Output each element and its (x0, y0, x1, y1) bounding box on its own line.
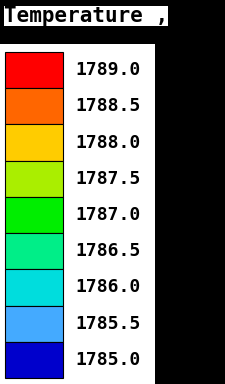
Bar (5, 124, 63, 161)
Bar (5, 161, 63, 197)
Bar (5, 233, 63, 269)
Bar (5, 342, 63, 378)
Text: 1789.0: 1789.0 (75, 61, 140, 79)
Text: 1787.0: 1787.0 (75, 206, 140, 224)
Bar (5, 52, 63, 88)
Bar (5, 88, 63, 124)
Text: 1785.5: 1785.5 (75, 314, 140, 333)
Bar (5, 197, 63, 233)
Text: 1788.5: 1788.5 (75, 97, 140, 115)
Bar (5, 269, 63, 306)
Bar (155, 0, 225, 384)
Text: 1785.0: 1785.0 (75, 351, 140, 369)
Text: 1788.0: 1788.0 (75, 134, 140, 152)
Bar (0, 0, 225, 44)
Bar (5, 306, 63, 342)
Text: Temperature ,: Temperature , (4, 6, 168, 26)
Text: 1786.0: 1786.0 (75, 278, 140, 296)
Text: 1786.5: 1786.5 (75, 242, 140, 260)
Text: 1787.5: 1787.5 (75, 170, 140, 188)
